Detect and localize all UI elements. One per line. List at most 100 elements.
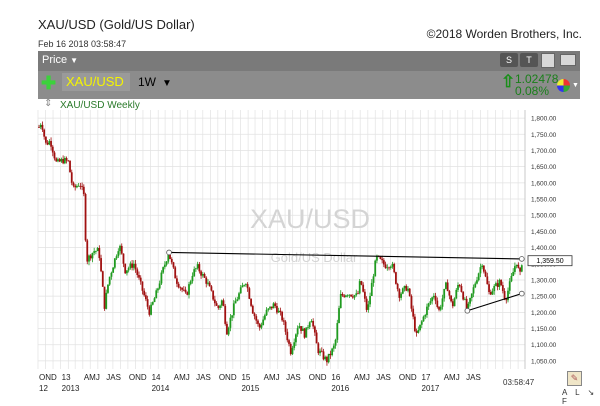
sort-icon[interactable]: ⇕ bbox=[44, 98, 53, 109]
candle bbox=[512, 268, 515, 277]
window-icon[interactable] bbox=[560, 54, 576, 66]
candle bbox=[213, 295, 216, 307]
interval-label: 1W bbox=[138, 75, 156, 89]
candle bbox=[186, 291, 189, 296]
trendline-handle[interactable] bbox=[464, 307, 471, 314]
candle bbox=[141, 281, 144, 295]
candle bbox=[172, 261, 175, 269]
candle bbox=[400, 292, 402, 301]
trendline[interactable] bbox=[464, 290, 525, 314]
candle bbox=[417, 326, 420, 334]
copyright: ©2018 Worden Brothers, Inc. bbox=[426, 27, 582, 41]
y-tick-label: 1,050.00 bbox=[531, 358, 557, 365]
candle bbox=[231, 315, 234, 321]
candle bbox=[520, 264, 523, 273]
candle bbox=[298, 322, 301, 329]
candle bbox=[122, 253, 125, 268]
candle bbox=[493, 284, 496, 295]
candle bbox=[96, 246, 99, 252]
time-readout: 03:58:47 bbox=[503, 378, 535, 387]
candle bbox=[293, 338, 296, 351]
candle bbox=[412, 305, 415, 320]
candle bbox=[105, 289, 108, 310]
candle bbox=[153, 297, 156, 303]
candle bbox=[439, 304, 442, 312]
candle bbox=[470, 293, 473, 302]
candle bbox=[289, 342, 292, 356]
trendlines[interactable] bbox=[166, 249, 525, 314]
x-tick-label: OND bbox=[129, 373, 147, 382]
candle bbox=[362, 282, 365, 293]
candle bbox=[98, 245, 101, 261]
candle bbox=[336, 319, 339, 343]
candle bbox=[307, 325, 309, 330]
candle bbox=[196, 261, 199, 270]
candle bbox=[462, 291, 465, 301]
candle bbox=[315, 329, 318, 344]
last-price-box bbox=[527, 255, 573, 267]
candle bbox=[157, 287, 159, 293]
y-tick-label: 1,100.00 bbox=[531, 342, 557, 349]
save-icon[interactable] bbox=[541, 53, 555, 68]
candle bbox=[476, 276, 478, 285]
candle bbox=[265, 307, 268, 317]
candle bbox=[72, 181, 75, 188]
y-tick-label: 1,500.00 bbox=[531, 213, 557, 220]
t-button[interactable]: T bbox=[520, 53, 538, 67]
x-tick-label: AMJ bbox=[444, 373, 460, 382]
candle bbox=[360, 280, 363, 286]
candle bbox=[84, 192, 87, 242]
candle bbox=[210, 284, 213, 292]
x-tick-label: OND bbox=[309, 373, 327, 382]
candle bbox=[38, 124, 40, 128]
candle bbox=[420, 319, 423, 329]
s-button[interactable]: S bbox=[500, 53, 518, 67]
candle bbox=[44, 136, 47, 145]
bottom-buttons[interactable]: A L ↘ F bbox=[562, 388, 598, 406]
candle bbox=[126, 270, 128, 276]
candle bbox=[498, 278, 501, 290]
symbol-input[interactable]: XAU/USD bbox=[62, 73, 130, 91]
x-tick-label: JAS bbox=[376, 373, 391, 382]
candle bbox=[503, 288, 506, 301]
change-percent: 0.08% bbox=[515, 84, 550, 98]
candle bbox=[174, 265, 177, 279]
candle bbox=[234, 297, 237, 304]
candle bbox=[469, 297, 471, 307]
candle bbox=[415, 328, 418, 337]
candle bbox=[327, 353, 330, 364]
candle bbox=[501, 281, 504, 294]
trendline-handle[interactable] bbox=[166, 249, 172, 256]
candle bbox=[301, 326, 304, 331]
trendline-handle[interactable] bbox=[518, 290, 525, 297]
candle bbox=[450, 295, 453, 303]
caret-down-icon[interactable]: ▼ bbox=[572, 82, 579, 89]
candle bbox=[176, 275, 178, 288]
interval-select[interactable]: 1W ▼ bbox=[138, 75, 172, 89]
candle bbox=[165, 260, 168, 267]
candle bbox=[272, 302, 275, 309]
candle bbox=[70, 169, 73, 186]
page-title: XAU/USD (Gold/US Dollar) bbox=[38, 17, 195, 32]
candle bbox=[391, 261, 394, 269]
plus-icon[interactable]: ✚ bbox=[41, 73, 57, 93]
pencil-icon[interactable]: ✎ bbox=[567, 371, 582, 386]
trendline-handle[interactable] bbox=[518, 256, 525, 262]
candle bbox=[74, 183, 77, 191]
candle bbox=[474, 281, 477, 289]
price-menu[interactable]: Price ▼ bbox=[42, 54, 78, 66]
candle bbox=[355, 289, 358, 297]
trendline[interactable] bbox=[166, 249, 525, 262]
candle bbox=[150, 302, 152, 316]
candle bbox=[472, 284, 475, 298]
candle bbox=[322, 348, 325, 361]
candle bbox=[62, 155, 65, 165]
candle bbox=[270, 306, 273, 310]
candle bbox=[348, 294, 351, 299]
candle bbox=[429, 298, 432, 305]
x-tick-label: OND bbox=[219, 373, 237, 382]
candle bbox=[203, 272, 206, 279]
candle bbox=[136, 267, 139, 278]
color-palette-icon[interactable] bbox=[557, 79, 570, 92]
